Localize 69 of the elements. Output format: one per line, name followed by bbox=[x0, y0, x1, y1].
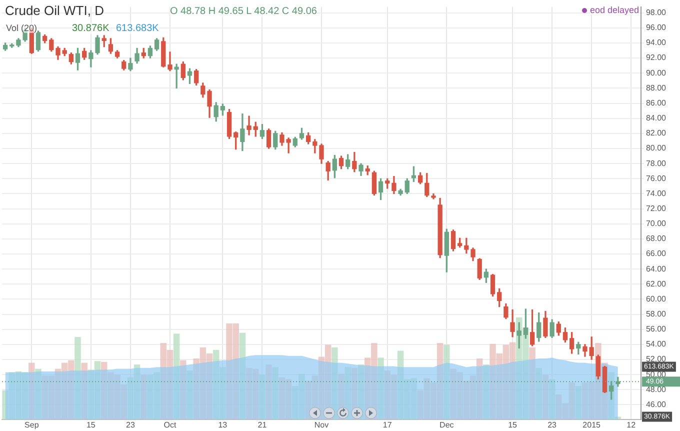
y-tick-label: 58.00 bbox=[646, 309, 667, 318]
bar bbox=[548, 379, 556, 420]
bar bbox=[266, 364, 272, 420]
bar bbox=[529, 347, 536, 420]
y-tick-label: 96.00 bbox=[646, 23, 667, 32]
y-tick-label: 60.00 bbox=[646, 294, 667, 304]
bar bbox=[173, 334, 180, 420]
y-tick-label: 46.00 bbox=[646, 400, 667, 409]
x-tick-label: 13 bbox=[218, 420, 228, 430]
annotation: Vol (20) bbox=[6, 23, 38, 33]
bar bbox=[28, 362, 35, 420]
x-tick-label: 17 bbox=[382, 420, 392, 430]
annotation: O 48.78 H 49.65 L 48.42 C 49.06 bbox=[170, 6, 317, 17]
x-tick-label: 2015 bbox=[582, 420, 602, 430]
y-tick-label: 52.00 bbox=[646, 354, 667, 364]
bar bbox=[272, 367, 279, 420]
y-tick-label: 80.00 bbox=[646, 144, 667, 153]
y-tick-label: 78.00 bbox=[646, 158, 667, 168]
y-tick-label: 70.00 bbox=[646, 219, 667, 228]
y-tick-label: 68.00 bbox=[646, 234, 667, 244]
x-tick-label: 15 bbox=[508, 420, 518, 430]
y-tick-label: 88.00 bbox=[646, 83, 667, 92]
y-tick-label: 92.00 bbox=[646, 53, 667, 62]
y-tick-label: 82.00 bbox=[646, 128, 667, 138]
bar bbox=[483, 364, 490, 420]
x-tick-label: 23 bbox=[548, 420, 558, 430]
bar bbox=[536, 368, 542, 420]
bar bbox=[35, 368, 42, 420]
bar bbox=[259, 374, 266, 420]
y-tick-label: 56.00 bbox=[646, 324, 667, 334]
y-tick-label: 94.00 bbox=[646, 38, 667, 48]
bar bbox=[140, 374, 147, 420]
candlestick bbox=[174, 64, 179, 89]
x-tick-label: 23 bbox=[126, 420, 136, 430]
bar bbox=[180, 360, 186, 420]
x-tick-label: 21 bbox=[258, 420, 268, 430]
candlestick bbox=[246, 116, 252, 136]
annotation: eod delayed bbox=[590, 5, 640, 15]
y-tick-label: 86.00 bbox=[646, 98, 667, 108]
x-tick-label: 15 bbox=[86, 420, 96, 430]
y-tick-label: 74.00 bbox=[646, 188, 667, 198]
y-tick-label: 54.00 bbox=[646, 340, 667, 349]
x-tick-label: Dec bbox=[440, 420, 454, 430]
y-tick-label: 72.00 bbox=[646, 204, 667, 213]
x-tick-label: Oct bbox=[164, 420, 177, 430]
bar bbox=[186, 370, 193, 420]
y-tick-label: 90.00 bbox=[646, 68, 667, 78]
y-tick-label: 64.00 bbox=[646, 264, 667, 274]
y-tick-label: 84.00 bbox=[646, 114, 667, 123]
bar bbox=[81, 362, 88, 420]
bar bbox=[74, 337, 81, 420]
candlestick bbox=[168, 52, 172, 72]
bar bbox=[378, 358, 384, 420]
y-tick-label: 76.00 bbox=[646, 174, 667, 183]
y-tick-label: 48.00 bbox=[646, 384, 667, 394]
bar bbox=[444, 344, 450, 420]
y-tick-label: 50.00 bbox=[646, 370, 667, 379]
y-tick-label: 66.00 bbox=[646, 249, 667, 258]
annotation: 30.876K bbox=[72, 23, 110, 34]
x-tick-label: Nov bbox=[314, 420, 329, 430]
y-tick-label: 98.00 bbox=[646, 8, 667, 18]
chart-title: Crude Oil WTI, D bbox=[5, 3, 104, 18]
x-tick-label: Sep bbox=[24, 420, 40, 430]
y-tick-label: 62.00 bbox=[646, 279, 667, 288]
x-tick-label: 12 bbox=[626, 420, 636, 430]
bar bbox=[575, 386, 582, 420]
annotation: 613.683K bbox=[116, 23, 159, 34]
bar bbox=[239, 332, 246, 420]
bar bbox=[542, 374, 549, 420]
